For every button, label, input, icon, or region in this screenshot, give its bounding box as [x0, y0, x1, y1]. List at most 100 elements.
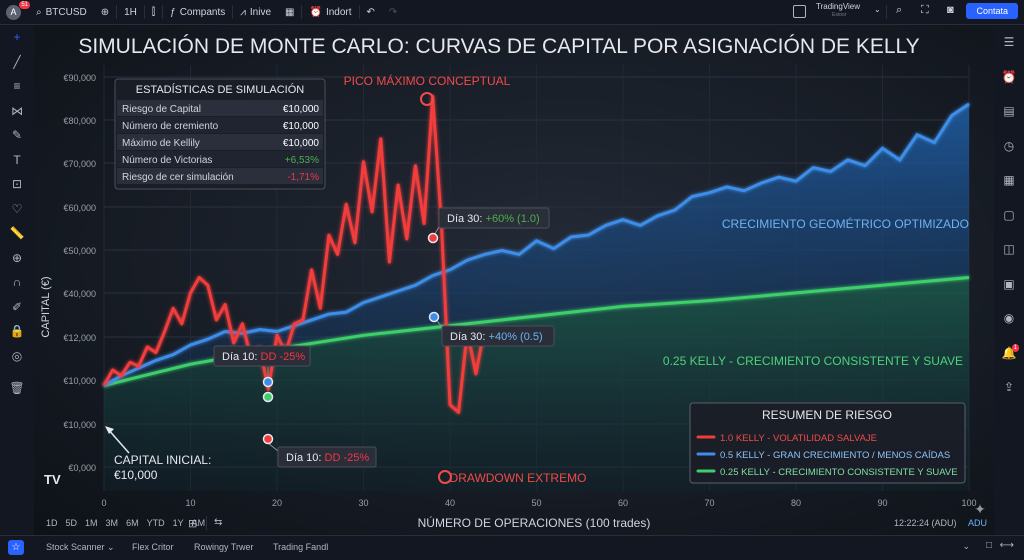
news-icon[interactable]: ◷ [1003, 138, 1015, 153]
y-axis-label: CAPITAL (€) [40, 276, 52, 337]
maximize-panel-icon[interactable]: □ [985, 540, 992, 551]
panel-tab[interactable]: Stock Scanner ⌄ [46, 542, 115, 552]
dia10-top-label: Día 10: [222, 351, 261, 363]
symbol-search-button[interactable]: ⌕ BTCUSD [29, 0, 94, 24]
zoom-icon[interactable]: ⊕ [11, 250, 23, 265]
layout-checkbox[interactable] [793, 5, 806, 18]
stats-row-label: Número de cremiento [122, 121, 219, 132]
add-symbol-button[interactable]: ⊕ [94, 0, 116, 24]
undo-button[interactable]: ↶ [360, 0, 382, 24]
alerts-button[interactable]: ⏰ Indort [302, 0, 358, 24]
marker-red-dia10 [262, 433, 274, 445]
date-range-icon[interactable]: ⊞ [188, 518, 198, 530]
hotlist-icon[interactable]: ⇪ [1003, 380, 1015, 394]
arrow-head-icon [105, 426, 114, 434]
crosshair-icon[interactable]: + [13, 30, 21, 44]
brush-icon[interactable]: ✎ [11, 128, 23, 142]
marker-red-dia30 [427, 232, 439, 244]
goto-date-icon[interactable]: ⇆ [214, 517, 223, 528]
interval-button[interactable]: 1H [117, 0, 144, 24]
clock-time[interactable]: 12:22:24 (ADU) [894, 518, 957, 528]
broadcast-icon[interactable]: ◉ [1003, 311, 1015, 325]
panel-tab[interactable]: Rowingy Trwer [194, 542, 254, 552]
text-icon[interactable]: T [13, 152, 21, 167]
drawdown-marker [438, 470, 452, 484]
candles-icon: ⫿ [151, 6, 156, 18]
lock-icon[interactable]: 🔒 [9, 324, 25, 338]
range-ytd[interactable]: YTD [146, 518, 165, 528]
tradingview-logo-icon: TV [44, 472, 61, 487]
x-tick-label: 20 [272, 498, 282, 508]
panel-tab[interactable]: Flex Critor [132, 542, 174, 552]
magnet-icon[interactable]: ∩ [12, 275, 22, 289]
compare-button[interactable]: ƒ Compants [163, 0, 232, 24]
stats-row-value: €10,000 [283, 104, 320, 115]
stats-row-value: +6,53% [285, 155, 319, 166]
x-tick-label: 10 [185, 498, 195, 508]
zoom-search-icon[interactable]: ⌕ [896, 4, 903, 16]
collapse-icon[interactable]: ⌄ [962, 541, 970, 551]
legend-entry: 1.0 KELLY - VOLATILIDAD SALVAJE [720, 433, 877, 444]
calendar-icon[interactable]: ▦ [1003, 173, 1015, 187]
range-3m[interactable]: 3M [105, 518, 119, 528]
layouts-button[interactable]: ▦ [278, 0, 301, 24]
chevron-down-icon[interactable]: ⌄ [874, 5, 881, 14]
y-tick-label: €80,000 [63, 116, 96, 126]
sparkle-icon: ✦ [974, 501, 986, 517]
legend-entry: 0.5 KELLY - GRAN CRECIMIENTO / MENOS CAÍ… [720, 450, 950, 461]
pattern-icon[interactable]: ⋈ [11, 103, 23, 118]
range-1m[interactable]: 1M [85, 518, 98, 528]
notifications-icon[interactable]: 🔔 1 [1001, 343, 1019, 360]
legend-entry: 0.25 KELLY - CRECIMIENTO CONSISTENTE Y S… [720, 467, 958, 478]
x-axis-ticks: 0 10 20 30 40 50 60 70 80 90 100 [101, 498, 976, 508]
x-tick-label: 100 [961, 498, 976, 508]
range-1y[interactable]: 1Y [172, 518, 184, 528]
trash-icon[interactable]: 🗑 [9, 381, 25, 395]
ruler-icon[interactable]: 📏 [9, 226, 25, 240]
range-5d[interactable]: 5D [65, 518, 78, 528]
callout-dia30-blue: Día 30: +40% (0.5) [433, 316, 555, 347]
chat-icon[interactable]: ▢ [1003, 207, 1015, 222]
indicators-button[interactable]: ⩘ Inive [233, 0, 278, 24]
x-axis-label: NÚMERO DE OPERACIONES (100 trades) [418, 515, 651, 530]
avatar-badge: 51 [19, 0, 30, 9]
contact-button[interactable]: Contata [966, 3, 1018, 19]
y-tick-label: €50,000 [63, 246, 96, 256]
trend-line-icon[interactable]: ╱ [13, 54, 21, 69]
watchlist-icon[interactable]: ☰ [1003, 35, 1015, 49]
fib-icon[interactable]: ≡ [13, 79, 21, 93]
avatar[interactable]: A 51 [6, 0, 30, 20]
heart-icon[interactable]: ♡ [11, 201, 23, 216]
y-tick-label: €12,000 [63, 333, 96, 343]
camera-icon[interactable]: ◙ [947, 4, 954, 16]
adjust-toggle[interactable]: ADU [968, 518, 988, 528]
stats-row-bg [117, 151, 323, 167]
close-panel-icon[interactable]: ⟷ [999, 540, 1014, 551]
lock-draw-icon[interactable]: ✐ [11, 299, 23, 314]
y-tick-label: €10,000 [63, 420, 96, 430]
range-1d[interactable]: 1D [46, 518, 58, 528]
fullscreen-icon[interactable]: ⛶ [921, 4, 929, 16]
alarm-icon[interactable]: ⏰ [1001, 69, 1017, 84]
measure-icon[interactable]: ⊡ [11, 177, 23, 191]
range-am[interactable]: AM [191, 518, 206, 528]
x-tick-label: 90 [877, 498, 887, 508]
chart-canvas[interactable]: €90,000 €80,000 €70,000 €60,000 €50,000 €40,0… [34, 25, 994, 535]
chart-type-button[interactable]: ⫿ [145, 0, 162, 24]
streams-icon[interactable]: ▣ [1003, 276, 1015, 291]
initial-capital-value: €10,000 [114, 468, 158, 482]
series-line-red [102, 94, 487, 414]
star-icon[interactable]: ☆ [8, 540, 24, 555]
x-tick-label: 0 [101, 498, 106, 508]
divider [301, 5, 303, 19]
data-window-icon[interactable]: ▤ [1003, 104, 1015, 118]
panel-tab[interactable]: Trading Fandl [273, 542, 329, 552]
stats-row-label: Número de Victorias [122, 155, 212, 166]
indicators-icon: ⩘ [240, 6, 246, 18]
ideas-icon[interactable]: ◫ [1003, 242, 1015, 256]
tradingview-brand[interactable]: TradingView Estoor [816, 2, 860, 20]
range-6m[interactable]: 6M [126, 518, 139, 528]
eye-icon[interactable]: ◎ [11, 348, 23, 363]
redo-button[interactable]: ↷ [382, 0, 404, 24]
x-tick-label: 60 [618, 498, 628, 508]
